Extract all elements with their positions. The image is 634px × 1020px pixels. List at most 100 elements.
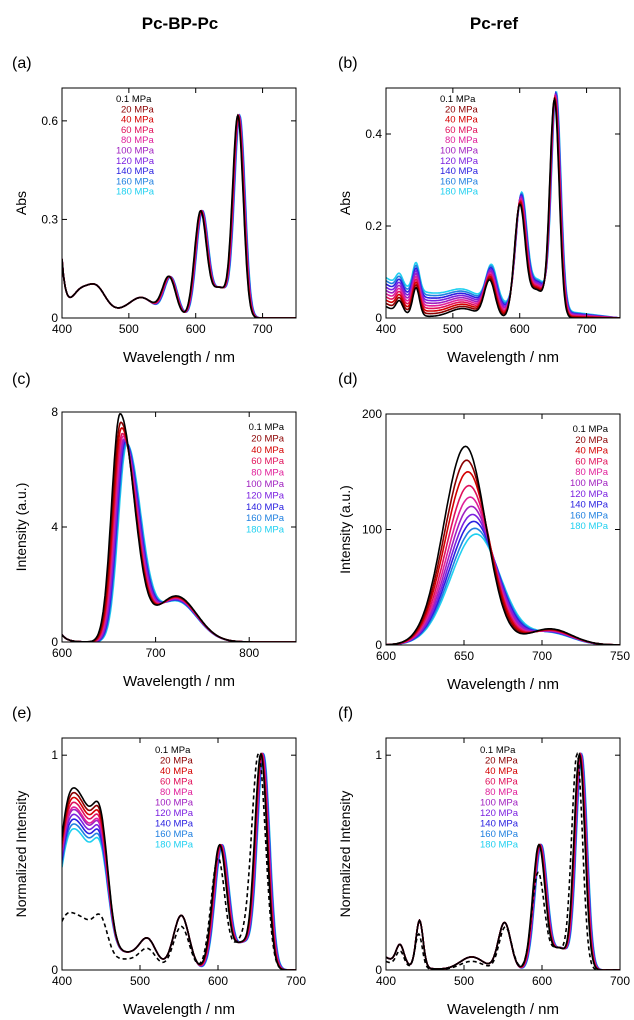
legend-entry-b: 180 MPa	[440, 187, 479, 198]
legend-entry-c: 60 MPa	[251, 456, 284, 467]
legend-entry-b: 140 MPa	[440, 166, 479, 177]
series-line-e-0	[62, 752, 296, 970]
legend-entry-d: 80 MPa	[575, 467, 608, 478]
legend-entry-f: 100 MPa	[480, 798, 519, 809]
legend-entry-b: 120 MPa	[440, 156, 479, 167]
plot-frame-a	[61, 87, 297, 319]
series-line-a-5	[62, 114, 296, 318]
y-axis-label-e: Normalized Intensity	[13, 791, 29, 918]
y-tick-label-a: 0.3	[41, 212, 58, 226]
series-group-b	[386, 90, 620, 318]
legend-entry-f: 20 MPa	[485, 756, 518, 767]
legend-entry-a: 0.1 MPa	[116, 94, 152, 105]
legend-entry-e: 140 MPa	[155, 819, 194, 830]
x-tick-label-d: 700	[532, 649, 552, 663]
x-tick-label-a: 600	[186, 322, 206, 336]
y-axis-label-b: Abs	[337, 191, 353, 215]
y-axis-label-c: Intensity (a.u.)	[13, 483, 29, 572]
x-axis-label-b: Wavelength / nm	[447, 349, 559, 366]
y-tick-label-c: 8	[51, 405, 58, 419]
y-tick-label-a: 0	[51, 311, 58, 325]
legend-entry-c: 120 MPa	[246, 490, 285, 501]
series-line-a-2	[62, 114, 296, 318]
series-line-a-9	[62, 113, 296, 318]
series-line-b-7	[386, 90, 620, 318]
legend-entry-d: 60 MPa	[575, 456, 608, 467]
legend-entry-c: 160 MPa	[246, 513, 285, 524]
plot-frame-b	[385, 87, 621, 319]
panel-d: (d) 600 650 700 750 0 100 200 Wavelength / nm Int…	[337, 371, 630, 693]
legend-entry-d: 40 MPa	[575, 446, 608, 457]
x-tick-label-b: 700	[577, 322, 597, 336]
series-line-b-0	[386, 96, 620, 318]
legend-entry-f: 180 MPa	[480, 840, 519, 851]
series-line-a-7	[62, 114, 296, 318]
legend-entry-a: 120 MPa	[116, 156, 155, 167]
x-axis-label-c: Wavelength / nm	[123, 673, 235, 690]
y-tick-label-b: 0.4	[365, 127, 382, 141]
legend-entry-f: 120 MPa	[480, 808, 519, 819]
x-tick-label-a: 500	[119, 322, 139, 336]
legend-entry-b: 0.1 MPa	[440, 94, 476, 105]
legend-entry-e: 20 MPa	[160, 756, 193, 767]
x-tick-label-c: 700	[146, 646, 166, 660]
x-tick-label-d: 650	[454, 649, 474, 663]
y-axis-label-f: Normalized Intensity	[337, 791, 353, 918]
legend-entry-e: 180 MPa	[155, 840, 194, 851]
legend-entry-a: 140 MPa	[116, 166, 155, 177]
legend-entry-d: 160 MPa	[570, 510, 609, 521]
legend-entry-f: 60 MPa	[485, 777, 518, 788]
legend-entry-b: 20 MPa	[445, 104, 478, 115]
legend-entry-c: 100 MPa	[246, 479, 285, 490]
legend-entry-a: 40 MPa	[121, 115, 154, 126]
column-title-pc-bp-pc: Pc-BP-Pc	[141, 14, 219, 33]
x-tick-label-d: 750	[610, 649, 630, 663]
legend-entry-f: 140 MPa	[480, 819, 519, 830]
legend-entry-b: 60 MPa	[445, 125, 478, 136]
series-group-c	[62, 412, 296, 642]
x-axis-label-d: Wavelength / nm	[447, 676, 559, 693]
panel-e: (e) 400 500 600 700 0 1 Wavelength / nm Normaliz…	[12, 705, 306, 1018]
y-tick-label-e: 0	[51, 963, 58, 977]
legend-entry-e: 60 MPa	[160, 777, 193, 788]
column-title-pc-ref: Pc-ref	[469, 14, 519, 33]
panel-label-f: (f)	[338, 705, 353, 722]
x-tick-label-b: 500	[443, 322, 463, 336]
legend-entry-a: 20 MPa	[121, 104, 154, 115]
x-tick-label-c: 600	[52, 646, 72, 660]
legend-entry-c: 40 MPa	[251, 445, 284, 456]
x-axis-label-e: Wavelength / nm	[123, 1001, 235, 1018]
plot-frame-e	[61, 737, 297, 971]
panel-f: (f) 400 500 600 700 0 1 Wavelength / nm Normaliz…	[337, 705, 630, 1018]
legend-entry-e: 120 MPa	[155, 808, 194, 819]
legend-entry-b: 160 MPa	[440, 176, 479, 187]
y-tick-label-b: 0.2	[365, 219, 382, 233]
x-tick-label-e: 500	[130, 974, 150, 988]
legend-entry-e: 0.1 MPa	[155, 745, 191, 756]
series-line-a-0	[62, 113, 296, 318]
legend-entry-b: 80 MPa	[445, 135, 478, 146]
panel-label-c: (c)	[12, 371, 31, 388]
legend-entry-f: 160 MPa	[480, 829, 519, 840]
panel-c: (c) 600 700 800 0 4 8 Wavelength / nm Intensity …	[12, 371, 297, 690]
series-group-e	[62, 752, 296, 970]
y-tick-label-a: 0.6	[41, 114, 58, 128]
x-tick-label-d: 600	[376, 649, 396, 663]
y-tick-label-c: 4	[51, 520, 58, 534]
legend-entry-a: 160 MPa	[116, 176, 155, 187]
legend-entry-e: 40 MPa	[160, 766, 193, 777]
plot-frame-f	[385, 737, 621, 971]
x-tick-label-f: 700	[610, 974, 630, 988]
x-tick-label-a: 400	[52, 322, 72, 336]
series-line-f-0	[386, 752, 620, 970]
legend-entry-d: 140 MPa	[570, 500, 609, 511]
x-tick-label-e: 700	[286, 974, 306, 988]
legend-entry-d: 100 MPa	[570, 478, 609, 489]
series-line-a-3	[62, 113, 296, 318]
legend-entry-c: 180 MPa	[246, 525, 285, 536]
series-line-a-8	[62, 114, 296, 318]
series-line-a-6	[62, 113, 296, 318]
x-axis-label-a: Wavelength / nm	[123, 349, 235, 366]
legend-entry-f: 80 MPa	[485, 787, 518, 798]
legend-entry-d: 180 MPa	[570, 521, 609, 532]
